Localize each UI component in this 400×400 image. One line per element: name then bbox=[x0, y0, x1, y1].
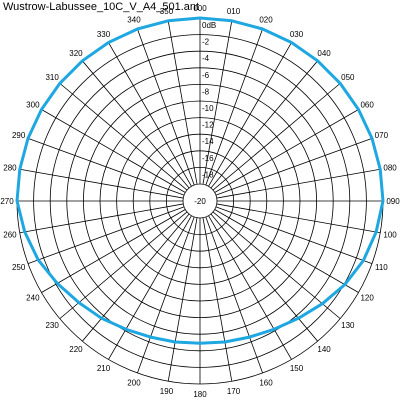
angle-tick-label: 190 bbox=[160, 387, 174, 396]
angle-tick-label: 130 bbox=[341, 321, 355, 330]
grid-spoke bbox=[137, 28, 195, 186]
angle-tick-label: 060 bbox=[360, 101, 374, 110]
grid-spoke bbox=[205, 28, 263, 186]
grid-spoke bbox=[137, 216, 195, 374]
angle-tick-label: 020 bbox=[259, 16, 273, 25]
angle-tick-label: 120 bbox=[360, 294, 374, 303]
grid-spoke bbox=[108, 42, 192, 187]
angle-tick-label: 290 bbox=[12, 131, 26, 140]
angle-tick-label: 160 bbox=[259, 378, 273, 387]
grid-spoke bbox=[216, 203, 381, 234]
angle-tick-label: 330 bbox=[97, 30, 111, 39]
angle-tick-label: 220 bbox=[69, 345, 83, 354]
grid-spoke bbox=[214, 209, 359, 293]
grid-spoke bbox=[167, 217, 198, 382]
grid-spoke bbox=[108, 215, 192, 360]
angle-tick-label: 280 bbox=[3, 163, 17, 172]
angle-tick-label: 340 bbox=[127, 16, 141, 25]
angle-tick-label: 240 bbox=[26, 294, 40, 303]
angle-tick-label: 150 bbox=[290, 364, 304, 373]
angle-tick-label: 230 bbox=[45, 321, 59, 330]
grid-spoke bbox=[41, 209, 186, 293]
angle-tick-label: 270 bbox=[0, 197, 14, 206]
grid-spoke bbox=[212, 211, 341, 319]
radial-tick-label: -6 bbox=[202, 71, 210, 80]
grid-spoke bbox=[59, 211, 188, 319]
grid-spoke bbox=[215, 206, 373, 264]
grid-spoke bbox=[202, 217, 233, 382]
grid-spoke bbox=[212, 83, 341, 191]
angle-tick-label: 010 bbox=[227, 7, 241, 16]
angle-tick-label: 210 bbox=[97, 364, 111, 373]
angle-tick-label: 040 bbox=[317, 49, 331, 58]
angle-tick-label: 310 bbox=[45, 73, 59, 82]
grid-spoke bbox=[82, 60, 190, 189]
grid-spoke bbox=[59, 83, 188, 191]
radial-tick-label: -12 bbox=[202, 121, 214, 130]
angle-tick-label: 250 bbox=[12, 263, 26, 272]
radial-tick-label: -10 bbox=[202, 104, 214, 113]
grid-spoke bbox=[215, 138, 373, 196]
angle-tick-label: 090 bbox=[386, 197, 400, 206]
angle-tick-label: 200 bbox=[127, 378, 141, 387]
series-layer bbox=[15, 16, 385, 345]
angle-tick-label: 000 bbox=[193, 4, 207, 13]
angle-tick-label: 050 bbox=[341, 73, 355, 82]
grid-spoke bbox=[27, 138, 185, 196]
radial-tick-labels: 0dB -2 -4 -6 -8 -10 -12 -14 -16 -18 -20 bbox=[194, 21, 216, 206]
radial-tick-label: 0dB bbox=[202, 21, 216, 30]
grid-spoke bbox=[41, 109, 186, 193]
radial-tick-label: -14 bbox=[202, 137, 214, 146]
angle-tick-label: 080 bbox=[383, 163, 397, 172]
chart-title: Wustrow-Labussee_10C_V_A4_501.ant bbox=[3, 1, 200, 13]
grid-spoke bbox=[167, 20, 198, 185]
grid-spoke bbox=[208, 215, 292, 360]
angle-tick-label: 100 bbox=[383, 231, 397, 240]
grid-spoke bbox=[19, 168, 184, 199]
radial-tick-label: -8 bbox=[202, 87, 210, 96]
polar-grid bbox=[16, 17, 384, 385]
grid-spoke bbox=[27, 206, 185, 264]
series-line bbox=[15, 16, 385, 345]
angle-tick-label: 110 bbox=[375, 263, 388, 272]
grid-spoke bbox=[19, 203, 184, 234]
angle-tick-label: 030 bbox=[290, 30, 304, 39]
grid-spoke bbox=[205, 216, 263, 374]
angle-tick-label: 320 bbox=[69, 49, 83, 58]
grid-spoke bbox=[202, 20, 233, 185]
grid-spoke bbox=[208, 42, 292, 187]
angle-tick-label: 260 bbox=[3, 231, 17, 240]
angle-tick-labels: 000 010 020 030 040 050 060 070 080 090 100 110 120 1… bbox=[0, 4, 400, 399]
radial-tick-label: -18 bbox=[202, 170, 214, 179]
angle-tick-label: 350 bbox=[160, 7, 174, 16]
angle-tick-label: 300 bbox=[26, 101, 40, 110]
grid-spoke bbox=[210, 213, 318, 342]
angle-tick-label: 070 bbox=[375, 131, 389, 140]
radial-tick-label: -2 bbox=[202, 38, 210, 47]
radial-tick-label: -16 bbox=[202, 154, 214, 163]
radial-tick-label: -20 bbox=[194, 197, 206, 206]
grid-spoke bbox=[216, 168, 381, 199]
radial-tick-label: -4 bbox=[202, 54, 210, 63]
grid-spoke bbox=[214, 109, 359, 193]
angle-tick-label: 170 bbox=[227, 387, 241, 396]
grid-spoke bbox=[82, 213, 190, 342]
angle-tick-label: 140 bbox=[317, 345, 331, 354]
grid-spoke bbox=[210, 60, 318, 189]
angle-tick-label: 180 bbox=[193, 390, 207, 399]
